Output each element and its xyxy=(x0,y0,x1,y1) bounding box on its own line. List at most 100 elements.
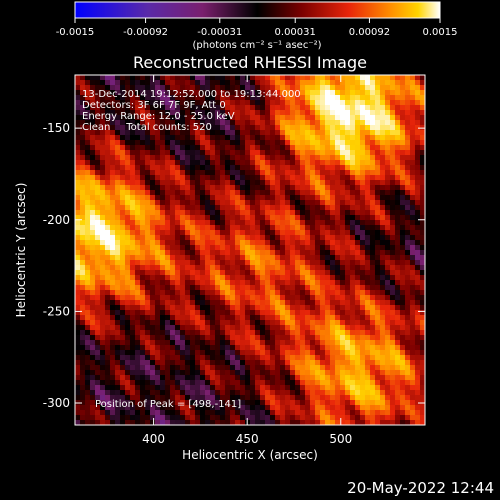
heatmap-cell xyxy=(80,310,86,316)
heatmap-cell xyxy=(190,125,196,131)
heatmap-cell xyxy=(245,245,251,251)
heatmap-cell xyxy=(245,370,251,376)
heatmap-cell xyxy=(105,400,111,406)
heatmap-cell xyxy=(160,345,166,351)
heatmap-cell xyxy=(160,375,166,381)
heatmap-cell xyxy=(205,85,211,91)
heatmap-cell xyxy=(80,255,86,261)
heatmap-cell xyxy=(150,420,156,425)
heatmap-cell xyxy=(125,165,131,171)
heatmap-cell xyxy=(320,205,326,211)
heatmap-cell xyxy=(165,115,171,121)
heatmap-cell xyxy=(265,320,271,326)
heatmap-cell xyxy=(180,310,186,316)
heatmap-cell xyxy=(180,195,186,201)
heatmap-cell xyxy=(125,325,131,331)
heatmap-cell xyxy=(110,240,116,246)
heatmap-cell xyxy=(175,275,181,281)
heatmap-cell xyxy=(400,325,406,331)
heatmap-cell xyxy=(370,365,376,371)
heatmap-cell xyxy=(220,160,226,166)
heatmap-cell xyxy=(140,245,146,251)
heatmap-cell xyxy=(280,225,286,231)
heatmap-cell xyxy=(375,395,381,401)
heatmap-cell xyxy=(315,415,321,421)
heatmap-cell xyxy=(255,375,261,381)
heatmap-cell xyxy=(225,395,231,401)
heatmap-cell xyxy=(155,155,161,161)
heatmap-cell xyxy=(300,400,306,406)
heatmap-cell xyxy=(210,420,216,425)
heatmap-cell xyxy=(205,125,211,131)
heatmap-cell xyxy=(390,230,396,236)
heatmap-cell xyxy=(340,160,346,166)
heatmap-cell xyxy=(220,365,226,371)
heatmap-cell xyxy=(150,260,156,266)
heatmap-cell xyxy=(190,130,196,136)
heatmap-cell xyxy=(335,225,341,231)
heatmap-cell xyxy=(175,115,181,121)
heatmap-cell xyxy=(100,365,106,371)
heatmap-cell xyxy=(85,325,91,331)
heatmap-cell xyxy=(160,315,166,321)
heatmap-cell xyxy=(320,350,326,356)
heatmap-cell xyxy=(350,225,356,231)
heatmap-cell xyxy=(375,130,381,136)
heatmap-cell xyxy=(220,305,226,311)
heatmap-cell xyxy=(175,100,181,106)
heatmap-cell xyxy=(155,165,161,171)
heatmap-cell xyxy=(120,225,126,231)
heatmap-cell xyxy=(95,205,101,211)
heatmap-cell xyxy=(275,375,281,381)
heatmap-cell xyxy=(415,320,421,326)
heatmap-cell xyxy=(330,190,336,196)
heatmap-cell xyxy=(330,145,336,151)
heatmap-cell xyxy=(350,365,356,371)
heatmap-cell xyxy=(180,125,186,131)
heatmap-cell xyxy=(295,130,301,136)
heatmap-cell xyxy=(355,255,361,261)
heatmap-cell xyxy=(270,320,276,326)
heatmap-cell xyxy=(340,330,346,336)
heatmap-cell xyxy=(120,405,126,411)
heatmap-cell xyxy=(400,75,406,81)
heatmap-cell xyxy=(120,140,126,146)
heatmap-cell xyxy=(140,150,146,156)
heatmap-cell xyxy=(95,335,101,341)
heatmap-cell xyxy=(190,215,196,221)
heatmap-cell xyxy=(175,265,181,271)
heatmap-cell xyxy=(375,320,381,326)
heatmap-cell xyxy=(205,355,211,361)
heatmap-cell xyxy=(340,245,346,251)
heatmap-cell xyxy=(265,335,271,341)
heatmap-cell xyxy=(335,350,341,356)
heatmap-cell xyxy=(390,235,396,241)
heatmap-cell xyxy=(125,335,131,341)
heatmap-cell xyxy=(155,395,161,401)
heatmap-cell xyxy=(305,165,311,171)
heatmap-cell xyxy=(165,290,171,296)
heatmap-cell xyxy=(175,285,181,291)
heatmap-cell xyxy=(145,410,151,416)
heatmap-cell xyxy=(105,195,111,201)
heatmap-cell xyxy=(130,410,136,416)
heatmap-cell xyxy=(250,255,256,261)
heatmap-cell xyxy=(400,220,406,226)
heatmap-cell xyxy=(150,130,156,136)
heatmap-cell xyxy=(165,365,171,371)
heatmap-cell xyxy=(230,200,236,206)
heatmap-cell xyxy=(355,90,361,96)
heatmap-cell xyxy=(420,220,425,226)
heatmap-cell xyxy=(400,150,406,156)
heatmap-cell xyxy=(380,100,386,106)
heatmap-cell xyxy=(400,245,406,251)
heatmap-cell xyxy=(285,295,291,301)
heatmap-cell xyxy=(80,90,86,96)
heatmap-cell xyxy=(85,275,91,281)
heatmap-cell xyxy=(95,155,101,161)
heatmap-cell xyxy=(360,225,366,231)
heatmap-cell xyxy=(270,260,276,266)
heatmap-cell xyxy=(160,80,166,86)
heatmap-cell xyxy=(340,270,346,276)
heatmap-cell xyxy=(245,165,251,171)
